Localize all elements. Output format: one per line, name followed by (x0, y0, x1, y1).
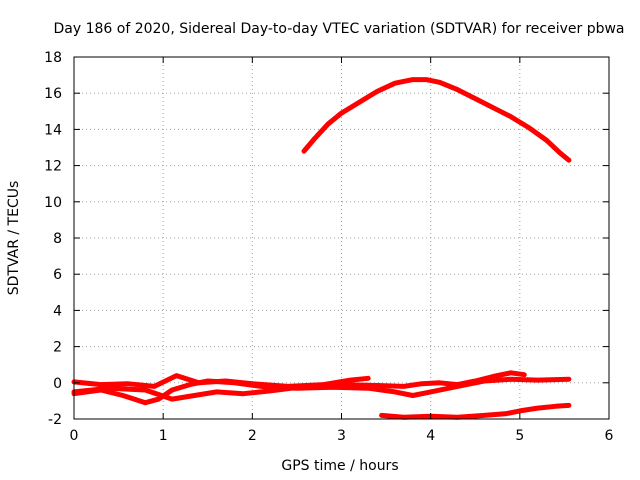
x-tick-label: 5 (515, 428, 524, 444)
y-tick-label: 16 (44, 86, 62, 102)
series-group (71, 77, 572, 420)
y-tick-label: 18 (44, 50, 62, 66)
y-tick-label: -2 (48, 412, 62, 428)
x-tick-label: 6 (605, 428, 614, 444)
series-line-sat-a (301, 77, 572, 163)
x-axis-label: GPS time / hours (281, 458, 398, 474)
y-tick-label: 0 (53, 376, 62, 392)
y-tick-label: 6 (53, 267, 62, 283)
y-tick-label: 2 (53, 340, 62, 356)
y-axis-label: SDTVAR / TECUs (6, 181, 22, 296)
grid (74, 57, 609, 419)
x-tick-labels: 0 1 2 3 4 5 6 (70, 428, 614, 444)
ticks (73, 56, 610, 420)
y-tick-label: 4 (53, 303, 62, 319)
x-tick-label: 1 (159, 428, 168, 444)
y-tick-label: 8 (53, 231, 62, 247)
x-tick-label: 3 (337, 428, 346, 444)
y-tick-labels: -2 0 2 4 6 8 10 12 14 16 18 (44, 50, 62, 428)
x-tick-label: 0 (70, 428, 79, 444)
y-tick-label: 14 (44, 122, 62, 138)
series-line-sat-d (71, 370, 527, 402)
x-tick-label: 2 (248, 428, 257, 444)
x-tick-label: 4 (426, 428, 435, 444)
y-tick-label: 10 (44, 195, 62, 211)
chart-title: Day 186 of 2020, Sidereal Day-to-day VTE… (53, 21, 624, 37)
series-line-sat-e (379, 402, 572, 420)
y-tick-label: 12 (44, 159, 62, 175)
